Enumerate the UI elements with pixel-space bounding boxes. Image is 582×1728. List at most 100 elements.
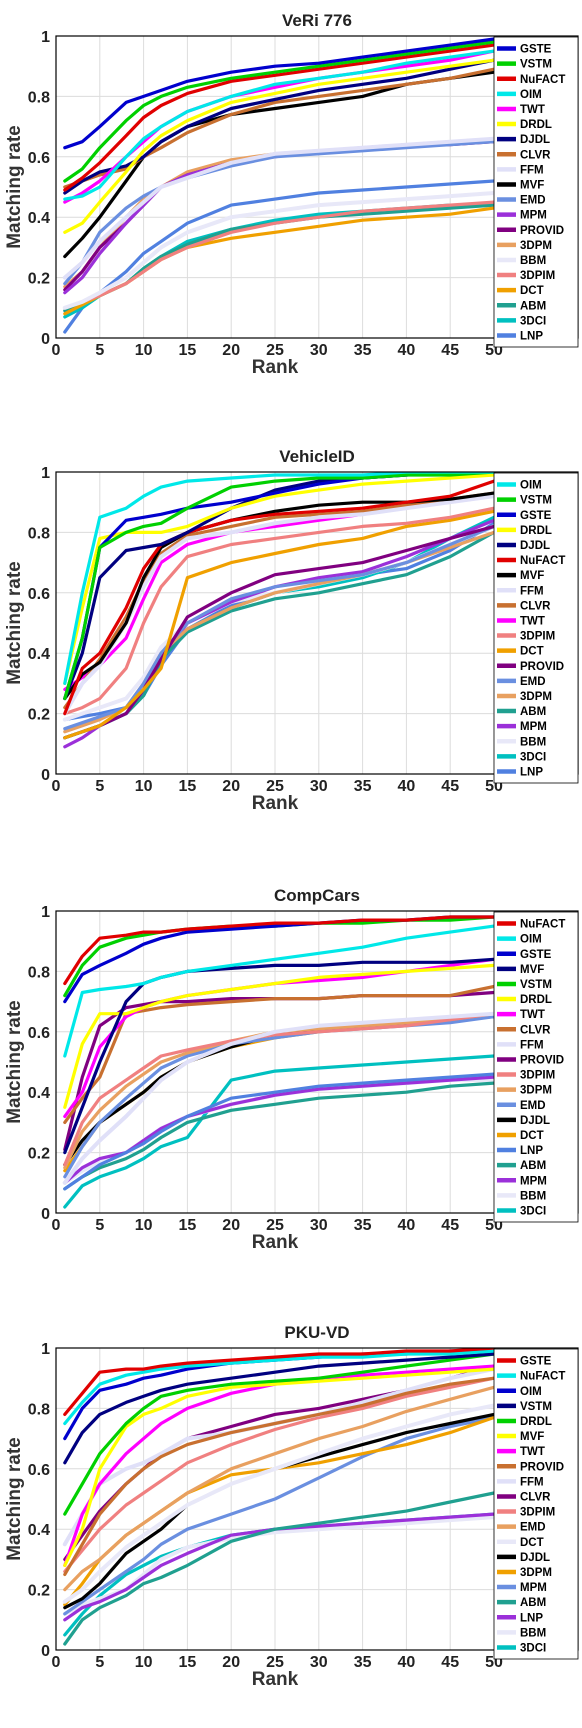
legend-label: TWT [520, 615, 545, 627]
legend-label: 3DPIM [520, 1507, 555, 1519]
legend-label: DCT [520, 646, 544, 658]
legend-label: LNP [520, 1612, 543, 1624]
legend-box [493, 1348, 579, 1660]
y-tick-label: 0.4 [28, 646, 50, 663]
y-axis-label: Matching rate [4, 1000, 25, 1124]
legend-label: MPM [520, 721, 547, 733]
legend-label: ABM [520, 1160, 546, 1172]
legend-label: 3DCI [520, 751, 546, 763]
legend-box [493, 911, 579, 1223]
legend-label: PROVID [520, 1461, 564, 1473]
legend-label: ABM [520, 706, 546, 718]
series-line-djdl [63, 1412, 496, 1610]
x-tick-label: 5 [95, 778, 104, 795]
x-tick-label: 0 [52, 342, 61, 359]
series-line-dct [63, 509, 496, 740]
y-tick-label: 0.2 [28, 707, 50, 724]
legend-label: CLVR [520, 600, 551, 612]
y-tick-label: 0.6 [28, 1025, 50, 1042]
y-tick-label: 0.8 [28, 89, 50, 106]
series-line-clvr [63, 67, 496, 189]
x-tick-label: 20 [222, 1217, 240, 1234]
x-tick-label: 20 [222, 1654, 240, 1671]
legend-label: OIM [520, 480, 542, 492]
x-tick-label: 35 [354, 1217, 372, 1234]
legend-label: LNP [520, 1145, 543, 1157]
legend-label: MPM [520, 210, 547, 222]
series-line-ffm [62, 1011, 496, 1185]
legend-label: DCT [520, 1537, 544, 1549]
legend-label: EMD [520, 1100, 546, 1112]
x-tick-label: 15 [179, 1217, 197, 1234]
x-tick-label: 20 [222, 342, 240, 359]
legend-label: MPM [520, 1175, 547, 1187]
series-line-3dpim [63, 1012, 496, 1167]
x-axis-label: Rank [252, 793, 299, 814]
y-tick-label: 0 [41, 331, 50, 348]
series-line-lnp [63, 179, 496, 334]
y-tick-label: 0.6 [28, 150, 50, 167]
y-tick-label: 0.6 [28, 1462, 50, 1479]
series-line-bbm [62, 191, 496, 310]
legend-label: DJDL [520, 134, 550, 146]
legend-label: FFM [520, 1039, 544, 1051]
y-tick-label: 1 [41, 1341, 50, 1358]
y-tick-label: 0.4 [28, 1522, 50, 1539]
chart-panel-4: PKU-VD0 5 10 15 20 25 30 35 40 45 5000.20.40.60.81… [4, 1323, 579, 1690]
legend-label: TWT [520, 1009, 545, 1021]
legend-label: DRDL [520, 525, 552, 537]
chart-title: CompCars [274, 886, 360, 905]
series-line-3dpim [63, 506, 496, 716]
legend-label: NuFACT [520, 919, 565, 931]
legend-label: BBM [520, 1190, 546, 1202]
series-line-emd [63, 524, 496, 731]
legend-label: DRDL [520, 119, 552, 131]
legend-label: PROVID [520, 225, 564, 237]
series-group [62, 915, 496, 1209]
series-line-gste [63, 1348, 496, 1417]
y-tick-label: 0.8 [28, 525, 50, 542]
legend-label: VSTM [520, 59, 552, 71]
series-line-3dpm [63, 1415, 496, 1607]
series-group [62, 1348, 496, 1646]
legend-label: NuFACT [520, 555, 565, 567]
x-tick-label: 5 [95, 342, 104, 359]
x-tick-label: 0 [52, 778, 61, 795]
series-line-vstm [63, 1352, 496, 1465]
legend-label: LNP [520, 766, 543, 778]
legend-label: DJDL [520, 1115, 550, 1127]
legend-label: 3DCI [520, 1205, 546, 1217]
legend-label: NuFACT [520, 1371, 565, 1383]
y-tick-label: 0.4 [28, 210, 50, 227]
legend-label: DJDL [520, 540, 550, 552]
legend-label: EMD [520, 1522, 546, 1534]
x-tick-label: 15 [179, 342, 197, 359]
x-tick-label: 30 [310, 1217, 328, 1234]
legend: NuFACT OIM GSTE MVF VSTM DRDL TWT CLVR FFM PROVID… [493, 911, 579, 1223]
y-tick-label: 0.2 [28, 1146, 50, 1163]
chart-title: VehicleID [279, 447, 355, 466]
x-tick-label: 40 [398, 1654, 416, 1671]
legend-label: MVF [520, 570, 544, 582]
series-line-gste [63, 37, 496, 150]
y-axis-label: Matching rate [4, 561, 25, 685]
legend-label: 3DPIM [520, 1070, 555, 1082]
y-tick-label: 0.8 [28, 1401, 50, 1418]
series-line-djdl [63, 58, 496, 195]
series-line-provid [63, 1376, 496, 1577]
legend-label: LNP [520, 330, 543, 342]
x-tick-label: 25 [266, 342, 284, 359]
series-line-lnp [63, 1512, 496, 1622]
series-line-abm [63, 1081, 496, 1191]
y-tick-label: 0.4 [28, 1085, 50, 1102]
series-line-lnp [63, 1072, 496, 1191]
y-axis-label: Matching rate [4, 1437, 25, 1561]
legend: OIM VSTM GSTE DRDL DJDL NuFACT MVF FFM CLVR TWT 3D… [493, 472, 579, 784]
series-line-vstm [63, 472, 496, 701]
legend-label: BBM [520, 736, 546, 748]
x-tick-label: 45 [441, 342, 459, 359]
series-line-drdl [63, 963, 496, 1109]
